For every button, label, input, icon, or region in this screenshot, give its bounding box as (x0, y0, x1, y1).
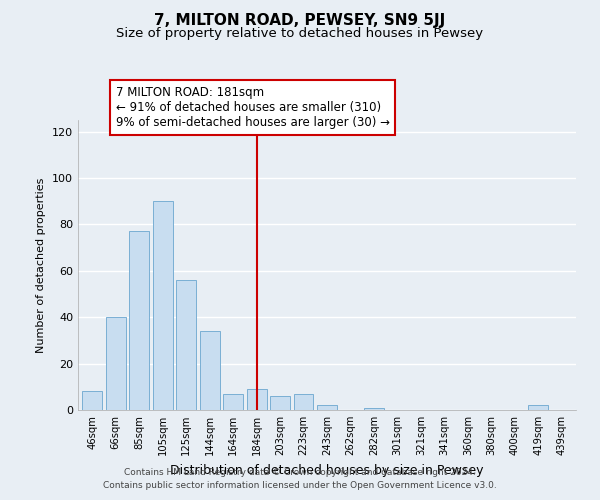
Bar (152, 201, 173, 410)
Text: Size of property relative to detached houses in Pewsey: Size of property relative to detached ho… (116, 28, 484, 40)
Y-axis label: Number of detached properties: Number of detached properties (37, 178, 46, 352)
Bar (106, 317, 125, 410)
Bar (247, 389, 266, 410)
Bar (82, 392, 102, 410)
Bar (223, 394, 243, 410)
X-axis label: Distribution of detached houses by size in Pewsey: Distribution of detached houses by size … (170, 464, 484, 476)
Bar (293, 394, 313, 410)
Bar (129, 232, 149, 410)
Text: 7 MILTON ROAD: 181sqm
← 91% of detached houses are smaller (310)
9% of semi-deta: 7 MILTON ROAD: 181sqm ← 91% of detached … (116, 86, 389, 130)
Bar (176, 280, 196, 410)
Bar (317, 406, 337, 410)
Bar (270, 396, 290, 410)
Bar (364, 408, 384, 410)
Text: Contains HM Land Registry data © Crown copyright and database right 2024.
Contai: Contains HM Land Registry data © Crown c… (103, 468, 497, 490)
Text: 7, MILTON ROAD, PEWSEY, SN9 5JJ: 7, MILTON ROAD, PEWSEY, SN9 5JJ (154, 12, 446, 28)
Bar (529, 406, 548, 410)
Bar (200, 331, 220, 410)
